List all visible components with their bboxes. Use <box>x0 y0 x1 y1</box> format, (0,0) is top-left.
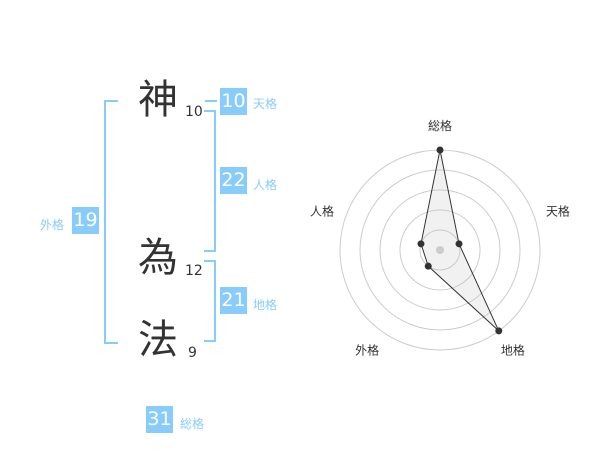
radar-ring <box>419 229 461 271</box>
radar-ring <box>379 189 501 311</box>
radar-point <box>436 146 444 154</box>
radar-axis-label: 人格 <box>310 204 334 219</box>
radar-ring <box>399 209 481 291</box>
soukaku-label: 総格 <box>180 417 205 431</box>
radar-point <box>455 240 463 248</box>
tenkaku-bracket <box>205 100 217 102</box>
radar-axis-label: 地格 <box>501 342 525 357</box>
chikaku-value: 21 <box>220 287 247 314</box>
char-2-strokes: 12 <box>185 263 203 279</box>
radar-point <box>495 327 503 335</box>
chikaku-bracket <box>204 260 216 342</box>
char-2: 為 <box>138 235 178 281</box>
gaikaku-value: 19 <box>72 207 99 234</box>
radar-area <box>420 149 500 332</box>
char-1: 神 <box>138 77 178 123</box>
jinkaku-value: 22 <box>220 167 247 194</box>
jinkaku-label: 人格 <box>253 178 278 192</box>
radar-axis-label: 外格 <box>355 342 379 357</box>
gaikaku-bracket <box>104 100 118 344</box>
radar-axis-label: 総格 <box>428 118 452 133</box>
char-3: 法 <box>138 317 178 363</box>
gaikaku-label: 外格 <box>40 218 65 232</box>
radar-center <box>436 246 444 254</box>
radar-point <box>424 262 432 270</box>
soukaku-value: 31 <box>146 406 173 433</box>
char-3-strokes: 9 <box>188 345 197 361</box>
tenkaku-label: 天格 <box>253 97 278 111</box>
char-1-strokes: 10 <box>185 104 203 120</box>
tenkaku-value: 10 <box>220 88 247 115</box>
radar-ring <box>359 169 521 331</box>
radar-point <box>417 240 425 248</box>
jinkaku-bracket <box>204 110 216 252</box>
radar-axis-label: 天格 <box>546 204 570 219</box>
chikaku-label: 地格 <box>253 298 278 312</box>
